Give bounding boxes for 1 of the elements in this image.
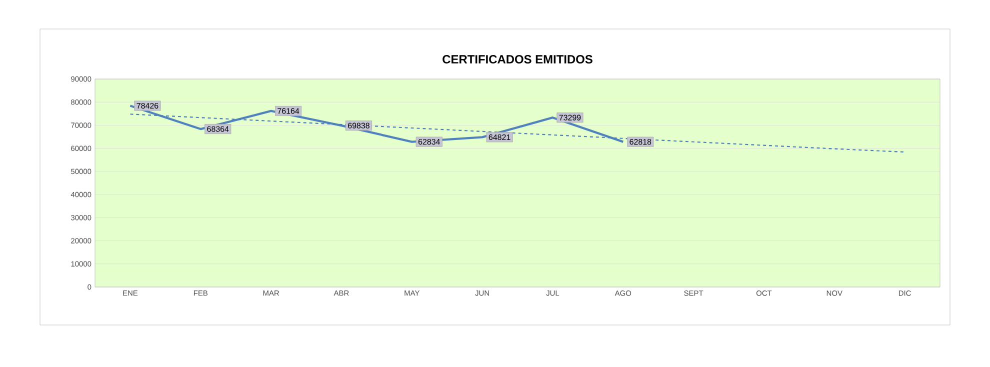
chart-title: CERTIFICADOS EMITIDOS	[442, 55, 592, 64]
